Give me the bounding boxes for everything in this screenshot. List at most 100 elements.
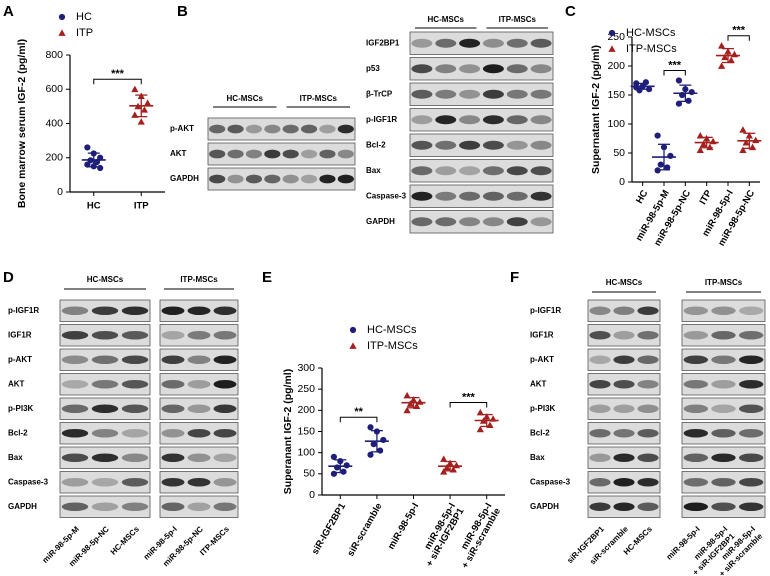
blot-band xyxy=(506,191,528,201)
blot-band xyxy=(530,115,552,125)
blot-band xyxy=(459,38,481,48)
blot-band xyxy=(711,330,736,340)
blot-band xyxy=(613,428,635,438)
significance-bracket xyxy=(339,416,378,423)
blot-row-label: IGF1R xyxy=(530,330,554,339)
x-tick-label: HC xyxy=(87,201,101,212)
blot-strip xyxy=(409,108,554,132)
blot-band xyxy=(61,404,89,414)
blot-band xyxy=(683,355,709,365)
blot-band xyxy=(482,38,504,48)
blot-band xyxy=(683,477,709,487)
blot-strip xyxy=(587,299,661,322)
blot-band xyxy=(738,306,764,316)
blot-group-label: HC-MSCs xyxy=(227,94,264,103)
blot-band xyxy=(589,453,611,463)
blot-band xyxy=(435,89,457,99)
blot-band xyxy=(121,355,149,365)
blot-band xyxy=(613,306,635,316)
blot-row-label: p-IGF1R xyxy=(8,306,39,315)
x-tick-label: siR-scramble xyxy=(345,501,384,558)
blot-band xyxy=(683,330,709,340)
blot-row-label: Caspase-3 xyxy=(530,477,571,486)
data-point xyxy=(721,53,729,61)
significance-bracket xyxy=(663,70,686,76)
blot-band xyxy=(91,330,119,340)
blot-band xyxy=(637,306,659,316)
legend-label: ITP-MSCs xyxy=(367,340,418,352)
blot-band xyxy=(411,115,433,125)
blot-band xyxy=(187,404,211,414)
data-point xyxy=(748,143,757,151)
blot-band xyxy=(506,166,528,176)
blot-band xyxy=(530,64,552,74)
blot-band xyxy=(61,428,89,438)
blot-group-label: HC-MSCs xyxy=(428,15,465,24)
blot-band xyxy=(264,149,281,159)
blot-strip xyxy=(159,373,239,396)
blot-band xyxy=(683,404,709,414)
blot-band xyxy=(213,428,237,438)
data-point xyxy=(476,425,484,433)
data-point xyxy=(84,144,91,151)
y-tick-label: 150 xyxy=(297,425,315,437)
blot-band xyxy=(530,140,552,150)
data-point xyxy=(334,464,341,471)
blot-band xyxy=(61,379,89,389)
blot-band xyxy=(459,89,481,99)
blot-strip xyxy=(409,184,554,208)
blot-strip xyxy=(409,82,554,106)
blot-band xyxy=(506,89,528,99)
blot-band xyxy=(61,355,89,365)
blot-band xyxy=(319,124,336,134)
data-point xyxy=(642,79,649,86)
blot-band xyxy=(506,115,528,125)
data-point xyxy=(377,447,384,454)
blot-band xyxy=(161,477,185,487)
data-point xyxy=(654,132,661,139)
blot-band xyxy=(213,330,237,340)
blot-band xyxy=(61,453,89,463)
data-point xyxy=(657,161,664,168)
data-point xyxy=(645,86,653,93)
blot-band xyxy=(435,191,457,201)
y-tick-label: 150 xyxy=(607,89,625,101)
blot-band xyxy=(637,428,659,438)
panel-letter: F xyxy=(510,269,519,286)
blot-band xyxy=(161,502,185,512)
blot-band xyxy=(482,217,504,227)
data-point xyxy=(137,118,145,125)
blot-band xyxy=(459,64,481,74)
blot-band xyxy=(161,404,185,414)
significance-bracket xyxy=(727,35,750,41)
y-tick-label: 50 xyxy=(613,147,625,159)
data-point xyxy=(675,77,683,84)
blot-band xyxy=(435,217,457,227)
blot-band xyxy=(121,379,149,389)
blot-band xyxy=(187,502,211,512)
blot-band xyxy=(637,404,659,414)
y-tick-label: 100 xyxy=(607,118,625,130)
blot-band xyxy=(637,330,659,340)
blot-band xyxy=(435,38,457,48)
significance-bracket xyxy=(449,401,488,408)
blot-band xyxy=(435,115,457,125)
blot-band xyxy=(738,355,764,365)
data-point xyxy=(718,42,726,49)
blot-band xyxy=(161,330,185,340)
blot-band xyxy=(282,124,299,134)
legend-marker xyxy=(349,326,357,334)
blot-band xyxy=(711,379,736,389)
data-point xyxy=(688,89,695,96)
data-point xyxy=(476,408,484,416)
blot-band xyxy=(121,428,149,438)
blot-band xyxy=(683,453,709,463)
y-tick-label: 50 xyxy=(303,468,315,480)
blot-strip xyxy=(207,167,356,191)
blot-band xyxy=(738,404,764,414)
blot-band xyxy=(711,453,736,463)
x-tick-label: HC xyxy=(634,188,650,206)
blot-band xyxy=(482,115,504,125)
blot-band xyxy=(121,330,149,340)
